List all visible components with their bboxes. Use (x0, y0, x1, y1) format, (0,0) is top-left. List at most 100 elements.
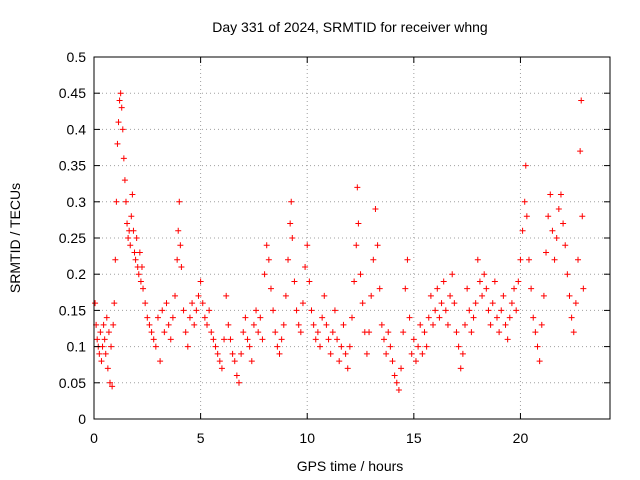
data-point (210, 336, 217, 343)
data-point (491, 278, 498, 285)
data-point (257, 314, 264, 321)
grid (94, 57, 610, 419)
data-point (235, 379, 242, 386)
data-point (229, 350, 236, 357)
data-point (261, 271, 268, 278)
data-point (349, 314, 355, 321)
data-point (193, 307, 200, 314)
data-point (216, 358, 223, 365)
data-point (466, 307, 473, 314)
data-point (419, 350, 426, 357)
data-point (98, 358, 105, 365)
data-point (150, 336, 157, 343)
data-point (551, 256, 558, 263)
data-point (506, 314, 513, 321)
data-point (132, 256, 139, 263)
data-point (124, 220, 131, 227)
data-point (489, 300, 496, 307)
data-point (176, 198, 183, 205)
data-point (97, 329, 104, 336)
data-point (472, 300, 479, 307)
data-point (545, 213, 552, 220)
data-point (191, 321, 198, 328)
data-point (481, 271, 488, 278)
data-point (212, 343, 219, 350)
data-point (244, 336, 251, 343)
data-point (519, 227, 526, 234)
data-point (238, 350, 245, 357)
data-point (368, 292, 375, 299)
data-point (121, 177, 128, 184)
data-point (487, 321, 494, 328)
data-point (253, 307, 260, 314)
data-point (334, 336, 341, 343)
data-point (113, 198, 120, 205)
data-point (570, 329, 577, 336)
data-point (157, 358, 164, 365)
data-point (270, 307, 277, 314)
data-point (177, 242, 184, 249)
data-point (221, 336, 228, 343)
data-point (265, 256, 272, 263)
data-point (259, 336, 266, 343)
data-point (110, 321, 117, 328)
data-point (272, 329, 279, 336)
data-point (543, 249, 550, 256)
data-point (504, 336, 511, 343)
data-point (436, 314, 443, 321)
data-point (278, 336, 285, 343)
data-point (125, 235, 132, 241)
data-point (342, 350, 349, 357)
data-point (434, 285, 441, 292)
data-point (135, 271, 142, 278)
data-point (336, 358, 343, 365)
data-point (204, 321, 211, 328)
data-point (111, 300, 118, 307)
data-point (115, 119, 122, 126)
data-point (406, 314, 413, 321)
data-point (578, 97, 585, 104)
data-point (344, 365, 351, 372)
data-point (380, 336, 387, 343)
data-point (513, 307, 520, 314)
y-tick-label: 0.4 (67, 121, 87, 137)
data-point (231, 358, 238, 365)
data-point (485, 307, 492, 314)
data-point (114, 140, 121, 147)
data-point (404, 256, 411, 263)
x-tick-label: 5 (197, 430, 205, 446)
data-point (274, 343, 281, 350)
data-point (161, 329, 168, 336)
data-point (564, 271, 571, 278)
data-point (383, 350, 390, 357)
data-point (444, 321, 451, 328)
data-point (186, 314, 193, 321)
data-point (206, 307, 213, 314)
data-point (321, 292, 328, 299)
data-point (163, 300, 170, 307)
data-point (500, 292, 507, 299)
data-point (579, 213, 586, 220)
data-point (282, 292, 289, 299)
data-point (427, 292, 434, 299)
data-point (152, 343, 159, 350)
data-point (172, 292, 179, 299)
x-tick-label: 0 (90, 430, 98, 446)
data-point (421, 329, 428, 336)
y-tick-label: 0.25 (59, 230, 86, 246)
data-point (521, 198, 528, 205)
data-point (400, 329, 407, 336)
data-point (250, 321, 257, 328)
y-tick-label: 0.45 (59, 85, 86, 101)
data-point (464, 285, 471, 292)
data-point (557, 191, 564, 198)
data-point (106, 379, 113, 386)
data-point (346, 343, 353, 350)
y-tick-label: 0.05 (59, 375, 86, 391)
y-tick-label: 0.15 (59, 302, 86, 318)
data-point (338, 343, 345, 350)
data-point (118, 104, 125, 111)
data-point (391, 372, 398, 379)
data-point (127, 242, 134, 249)
data-point (425, 314, 432, 321)
